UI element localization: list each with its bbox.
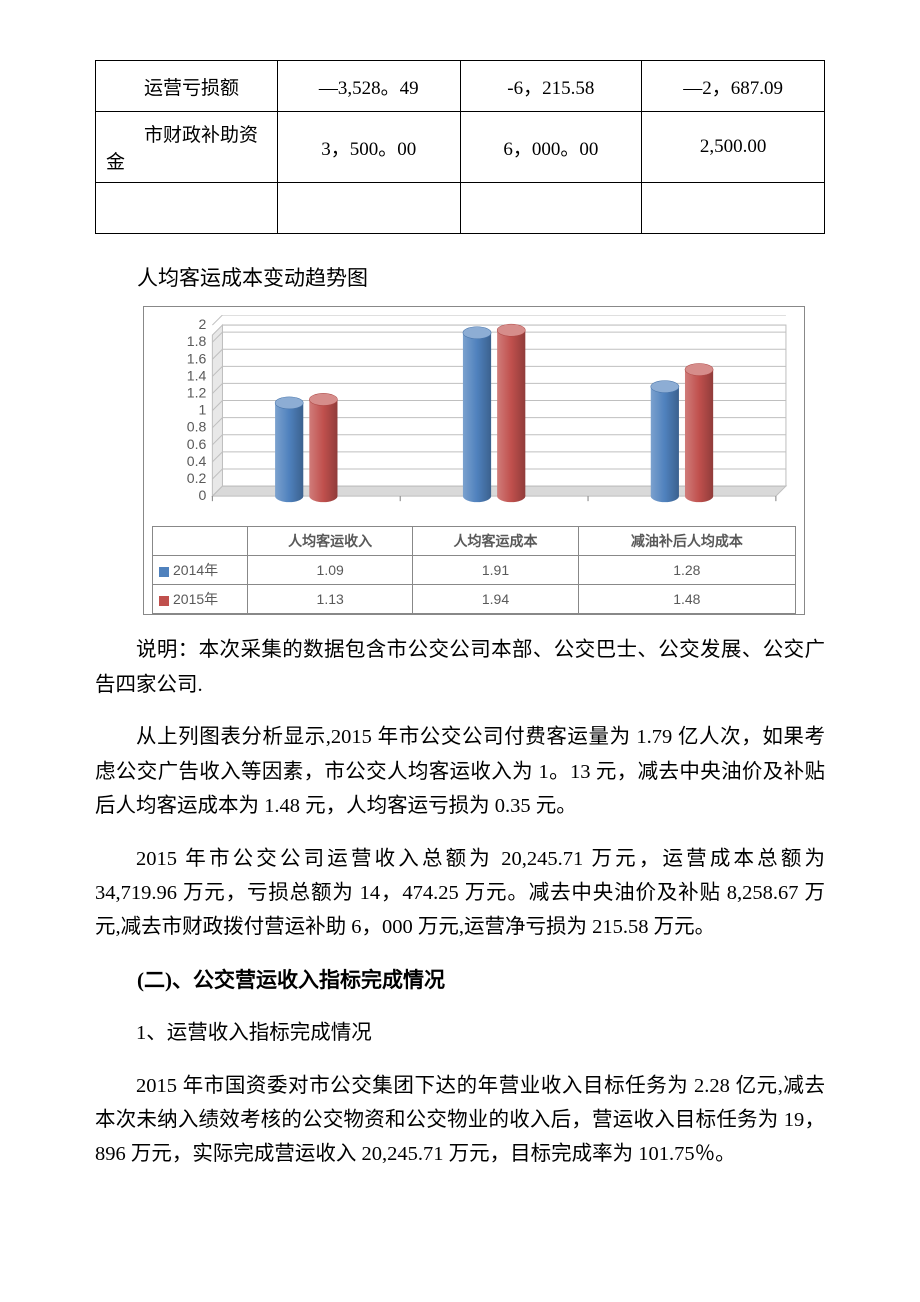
cell: —3,528。49 xyxy=(278,61,460,112)
table-row: 运营亏损额 —3,528。49 -6，215.58 —2，687.09 xyxy=(96,61,825,112)
cell: —2，687.09 xyxy=(642,61,825,112)
svg-text:0.2: 0.2 xyxy=(187,470,207,486)
cost-trend-chart: 00.20.40.60.811.2 1.41.61.82 人均客运收入 人均客运成… xyxy=(143,306,805,615)
chart-table-header: 人均客运收入 人均客运成本 减油补后人均成本 xyxy=(153,527,796,556)
series-1-name: 2015年 xyxy=(153,585,248,614)
svg-text:0.6: 0.6 xyxy=(187,436,207,452)
svg-text:1.6: 1.6 xyxy=(187,350,207,366)
legend-swatch-0 xyxy=(159,567,169,577)
chart-data-table: 人均客运收入 人均客运成本 减油补后人均成本 2014年 1.09 1.91 1… xyxy=(152,526,796,614)
table-row xyxy=(96,183,825,234)
svg-text:1.4: 1.4 xyxy=(187,367,207,383)
legend-swatch-1 xyxy=(159,596,169,606)
cell: 1.13 xyxy=(248,585,413,614)
row-label xyxy=(96,183,278,234)
svg-text:0.4: 0.4 xyxy=(187,453,207,469)
chart-cat-0: 人均客运收入 xyxy=(248,527,413,556)
svg-text:2: 2 xyxy=(198,316,206,332)
svg-text:1.8: 1.8 xyxy=(187,333,207,349)
cell xyxy=(642,183,825,234)
cell: 1.91 xyxy=(413,556,578,585)
series-0-name: 2014年 xyxy=(153,556,248,585)
series-1-label: 2015年 xyxy=(173,591,218,607)
chart-table-row: 2014年 1.09 1.91 1.28 xyxy=(153,556,796,585)
chart-cat-2: 减油补后人均成本 xyxy=(578,527,795,556)
series-0-label: 2014年 xyxy=(173,562,218,578)
table-row: 市财政补助资金 3，500。00 6，000。00 2,500.00 xyxy=(96,112,825,183)
chart-cat-1: 人均客运成本 xyxy=(413,527,578,556)
row-label: 运营亏损额 xyxy=(96,61,278,112)
paragraph-sub-1: 1、运营收入指标完成情况 xyxy=(95,1016,825,1050)
cell: 2,500.00 xyxy=(642,112,825,183)
cell: -6，215.58 xyxy=(460,61,642,112)
cell: 3，500。00 xyxy=(278,112,460,183)
paragraph-analysis-1: 从上列图表分析显示,2015 年市公交公司付费客运量为 1.79 亿人次，如果考… xyxy=(95,720,825,823)
cell: 1.28 xyxy=(578,556,795,585)
svg-text:1: 1 xyxy=(198,402,206,418)
cell xyxy=(460,183,642,234)
cell: 1.09 xyxy=(248,556,413,585)
paragraph-analysis-2: 2015 年市公交公司运营收入总额为 20,245.71 万元，运营成本总额为 … xyxy=(95,842,825,945)
svg-text:0.8: 0.8 xyxy=(187,419,207,435)
bar-chart-svg: 00.20.40.60.811.2 1.41.61.82 xyxy=(152,315,796,526)
svg-text:0: 0 xyxy=(198,487,206,503)
chart-title: 人均客运成本变动趋势图 xyxy=(95,262,825,292)
cell: 1.48 xyxy=(578,585,795,614)
row-label: 市财政补助资金 xyxy=(96,112,278,183)
paragraph-explanation: 说明：本次采集的数据包含市公交公司本部、公交巴士、公交发展、公交广告四家公司. xyxy=(95,633,825,702)
cell: 1.94 xyxy=(413,585,578,614)
cell xyxy=(278,183,460,234)
top-data-table: 运营亏损额 —3,528。49 -6，215.58 —2，687.09 市财政补… xyxy=(95,60,825,234)
svg-text:1.2: 1.2 xyxy=(187,385,207,401)
section-heading-2: (二)、公交营运收入指标完成情况 xyxy=(95,963,825,998)
chart-table-row: 2015年 1.13 1.94 1.48 xyxy=(153,585,796,614)
paragraph-body-5: 2015 年市国资委对市公交集团下达的年营业收入目标任务为 2.28 亿元,减去… xyxy=(95,1069,825,1172)
cell: 6，000。00 xyxy=(460,112,642,183)
